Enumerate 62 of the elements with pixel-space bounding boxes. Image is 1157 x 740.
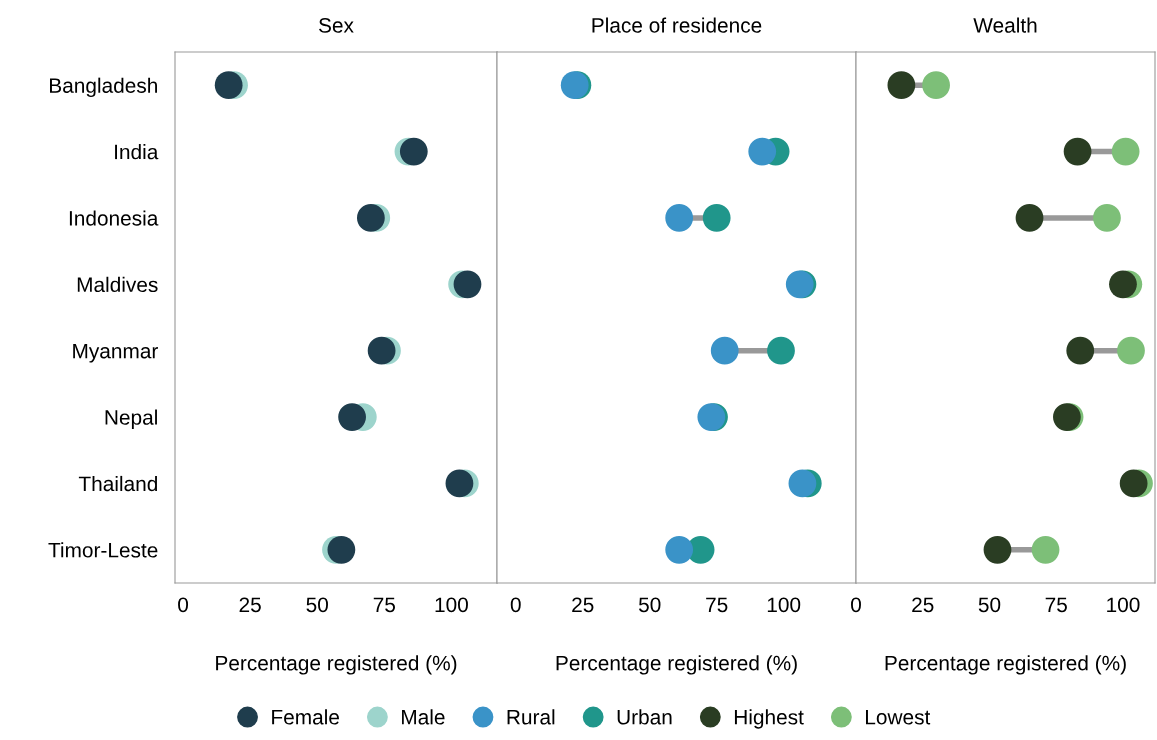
y-tick-label: Nepal: [105, 409, 157, 429]
point: [356, 204, 385, 232]
legend-label: Female: [272, 709, 339, 725]
x-tick-label: 100: [435, 597, 468, 613]
chart-title: Wealth: [973, 17, 1037, 33]
x-tick-label: 25: [912, 597, 934, 613]
y-tick-label: India: [115, 144, 159, 160]
x-axis-title: Percentage registered (%): [216, 655, 457, 675]
point: [1066, 336, 1095, 365]
x-tick-label: 25: [239, 597, 261, 613]
point: [1109, 270, 1137, 299]
x-axis-title: Percentage registered (%): [556, 655, 797, 675]
point: [887, 71, 916, 100]
point: [1111, 137, 1140, 166]
y-tick-label: Myanmar: [73, 343, 158, 363]
point: [445, 469, 474, 498]
x-tick-label: 75: [706, 597, 728, 613]
x-tick-label: 75: [1045, 597, 1067, 613]
chart-title: Sex: [319, 18, 354, 33]
point: [327, 535, 356, 564]
y-tick-label: Thailand: [78, 475, 157, 492]
point: [453, 270, 482, 299]
x-tick-label: 50: [638, 597, 661, 613]
point: [399, 137, 428, 166]
point: [665, 204, 694, 232]
point: [748, 137, 777, 166]
y-tick-label: Bangladesh: [50, 77, 157, 98]
x-axis-title: Percentage registered (%): [885, 655, 1126, 675]
legend-label: Urban: [617, 709, 672, 725]
chart-title: Place of residence: [592, 17, 762, 33]
point: [367, 336, 396, 365]
legend-label: Male: [402, 709, 445, 725]
point: [1015, 204, 1044, 232]
legend-label: Lowest: [866, 709, 931, 725]
point: [665, 535, 694, 564]
x-tick-label: 75: [373, 597, 396, 613]
x-tick-label: 100: [1107, 597, 1140, 613]
point: [1117, 336, 1145, 365]
point: [702, 204, 731, 232]
x-tick-label: 0: [510, 597, 521, 613]
point: [214, 71, 243, 100]
point: [338, 403, 366, 431]
legend-label: Highest: [734, 709, 804, 729]
x-tick-label: 0: [851, 597, 861, 613]
point: [710, 336, 739, 365]
x-tick-label: 50: [306, 597, 328, 613]
point: [1031, 535, 1060, 564]
point: [1093, 204, 1121, 232]
point: [1063, 137, 1092, 166]
point: [983, 535, 1012, 564]
legend-label: Rural: [507, 709, 555, 725]
x-tick-label: 50: [978, 597, 1001, 613]
y-tick-label: Timor-Leste: [48, 542, 158, 558]
x-tick-label: 100: [767, 597, 801, 613]
x-tick-label: 25: [572, 597, 594, 613]
point: [767, 336, 795, 365]
x-tick-label: 0: [178, 597, 189, 613]
point: [922, 71, 950, 100]
point: [1119, 469, 1148, 498]
point: [788, 469, 817, 498]
y-tick-label: Maldives: [77, 276, 158, 293]
y-tick-label: Indonesia: [69, 210, 159, 226]
